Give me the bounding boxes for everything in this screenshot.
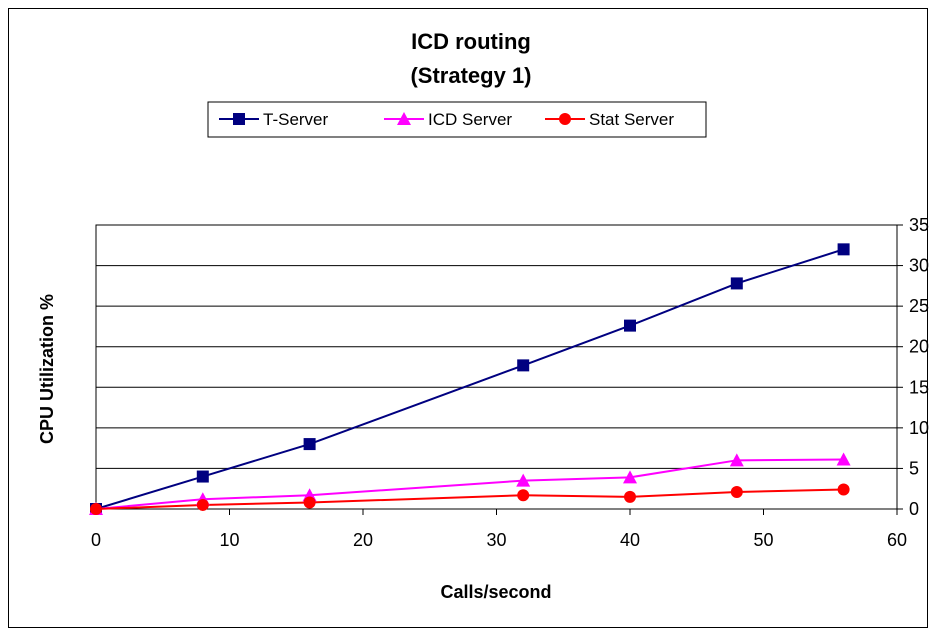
data-point-icd-server (729, 453, 744, 467)
plot-area (95, 224, 898, 510)
y-tick-label: 0 (909, 499, 919, 519)
line-chart: ICD routing (Strategy 1) T-Server ICD Ser… (37, 29, 929, 602)
y-axis-title: CPU Utilization % (37, 294, 57, 444)
legend-label-t-server: T-Server (263, 110, 329, 129)
y-tick-label: 30 (909, 256, 929, 276)
data-markers (89, 243, 851, 515)
data-point-t-server (837, 243, 850, 256)
y-tick-label: 35 (909, 215, 929, 235)
x-tick-label: 0 (91, 530, 101, 550)
legend-box (207, 101, 707, 138)
data-point-stat-server (624, 490, 636, 503)
chart-title: ICD routing (411, 29, 531, 54)
chart-subtitle: (Strategy 1) (410, 63, 531, 88)
y-tick-label: 20 (909, 337, 929, 357)
data-point-stat-server (90, 503, 102, 515)
chart-frame: ICD routing (Strategy 1) T-Server ICD Ser… (8, 8, 929, 628)
data-point-t-server (624, 319, 636, 332)
x-tick-label: 20 (353, 530, 373, 550)
legend-label-icd-server: ICD Server (428, 110, 512, 129)
legend-marker-t-server (233, 113, 245, 125)
y-tick-label: 10 (909, 418, 929, 438)
data-point-stat-server (196, 498, 209, 511)
x-tick-label: 50 (753, 530, 773, 550)
x-tick-label: 60 (887, 530, 907, 550)
series-line-icd-server (95, 458, 844, 510)
legend-label-stat-server: Stat Server (589, 110, 674, 129)
data-point-t-server (730, 277, 743, 290)
y-tick-label: 25 (909, 296, 929, 316)
data-point-icd-server (516, 473, 531, 487)
data-point-icd-server (623, 470, 637, 484)
x-axis: 0 10 20 30 40 50 60 (91, 509, 907, 550)
legend: T-Server ICD Server Stat Server (207, 101, 707, 138)
x-tick-label: 10 (219, 530, 239, 550)
x-tick-label: 40 (620, 530, 640, 550)
data-point-stat-server (837, 483, 850, 496)
data-point-stat-server (303, 496, 316, 509)
x-tick-label: 30 (486, 530, 506, 550)
data-point-t-server (517, 359, 530, 372)
data-point-t-server (196, 470, 209, 483)
data-point-stat-server (730, 485, 743, 498)
data-point-icd-server (836, 452, 851, 466)
y-tick-label: 5 (909, 458, 919, 478)
y-tick-label: 15 (909, 377, 929, 397)
legend-marker-stat-server (559, 113, 571, 125)
x-axis-title: Calls/second (440, 582, 551, 602)
data-point-stat-server (517, 489, 530, 502)
y-axis: 0 5 10 15 20 25 30 35 (897, 215, 929, 519)
data-point-t-server (303, 438, 316, 451)
legend-marker-icd-server (397, 112, 411, 125)
gridlines (96, 265, 897, 469)
